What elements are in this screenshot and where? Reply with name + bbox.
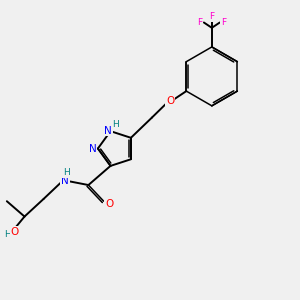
Text: F: F [221, 18, 226, 27]
Text: N: N [89, 143, 97, 154]
Text: H: H [112, 120, 119, 129]
Text: N: N [61, 176, 69, 186]
Text: H: H [63, 168, 69, 177]
Text: O: O [166, 96, 174, 106]
Text: H: H [4, 230, 11, 239]
Text: O: O [11, 227, 19, 237]
Text: F: F [197, 18, 202, 27]
Text: O: O [105, 199, 113, 208]
Text: N: N [104, 126, 112, 136]
Text: F: F [209, 12, 214, 21]
